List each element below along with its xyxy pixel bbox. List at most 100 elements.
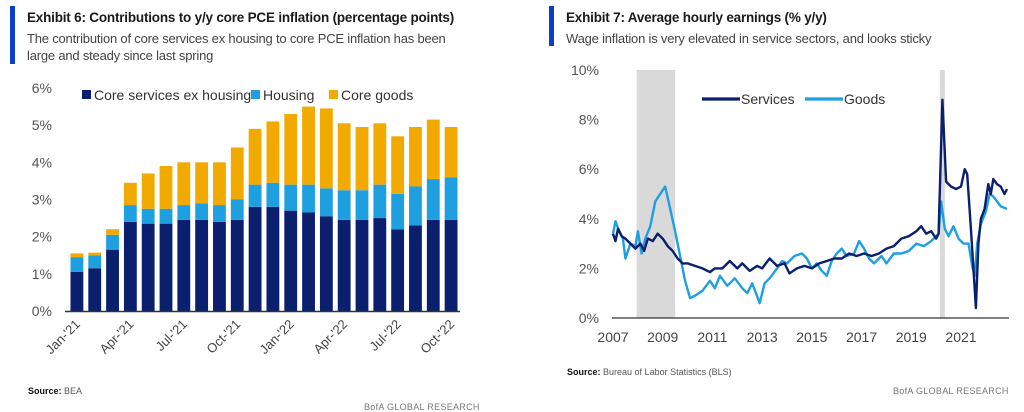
bar-segment-core-goods	[426, 119, 440, 180]
bar-segment-housing	[88, 255, 102, 269]
bar-segment-core-services-ex-housing	[426, 219, 440, 311]
line-y-tick-label: 2%	[579, 260, 599, 276]
bar-segment-core-goods	[373, 123, 387, 185]
legend-label: Housing	[263, 87, 314, 103]
bar-segment-core-goods	[70, 253, 84, 258]
line-y-tick-label: 0%	[579, 310, 599, 326]
source-label: Source:	[28, 386, 62, 396]
bar-segment-core-services-ex-housing	[284, 210, 298, 311]
source-value: Bureau of Labor Statistics (BLS)	[603, 367, 732, 377]
bar-segment-housing	[159, 208, 173, 224]
bar-segment-housing	[391, 193, 405, 230]
exhibit-7-accent-bar	[549, 6, 554, 46]
bar-segment-core-goods	[177, 162, 191, 206]
bar-segment-core-services-ex-housing	[106, 249, 119, 311]
bar-segment-core-services-ex-housing	[248, 206, 262, 311]
legend-label: Goods	[844, 91, 885, 107]
line-chart: 0% 2% 4% 6% 8% 10% 2007 2009 2011 2013 2015 2017 20…	[571, 62, 1009, 345]
bar-segment-core-goods	[355, 127, 369, 191]
bar-segment-housing	[319, 188, 333, 217]
exhibit-6-panel: Exhibit 6: Contributions to y/y core PCE…	[0, 0, 512, 412]
exhibit-6-source: Source: BEA	[28, 386, 82, 396]
line-x-tick-label: 2019	[896, 329, 927, 345]
bar-y-tick-label: 2%	[32, 229, 52, 245]
exhibit-7-brand: BofA GLOBAL RESEARCH	[893, 386, 1009, 396]
bar-segment-core-services-ex-housing	[373, 218, 387, 311]
bar-segment-core-goods	[213, 162, 226, 206]
bar-segment-core-services-ex-housing	[444, 219, 458, 311]
bar-segment-core-services-ex-housing	[391, 229, 405, 311]
legend-label: Services	[741, 91, 795, 107]
bar-segment-core-goods	[248, 128, 262, 185]
bar-segment-housing	[213, 205, 226, 222]
bar-segment-core-goods	[266, 121, 280, 183]
exhibit-7-source: Source: Bureau of Labor Statistics (BLS)	[567, 367, 732, 377]
exhibit-6-title: Exhibit 6: Contributions to y/y core PCE…	[27, 10, 455, 25]
legend-swatch-housing	[251, 90, 260, 99]
bar-segment-housing	[444, 177, 458, 220]
line-x-tick-label: 2011	[697, 329, 727, 345]
recession-shading	[636, 70, 676, 318]
bar-segment-core-goods	[319, 108, 333, 189]
bar-segment-core-services-ex-housing	[337, 219, 351, 311]
exhibit-7-panel: Exhibit 7: Average hourly earnings (% y/…	[512, 0, 1024, 408]
bar-segment-core-goods	[409, 127, 422, 187]
recession-shading	[939, 70, 945, 318]
line-x-tick-label: 2017	[846, 329, 877, 345]
exhibit-7-subtitle: Wage inflation is very elevated in servi…	[566, 31, 932, 46]
exhibit-6-accent-bar	[10, 6, 15, 64]
bar-segment-core-goods	[195, 162, 209, 204]
line-x-tick-label: 2021	[945, 329, 976, 345]
bar-segment-core-services-ex-housing	[141, 223, 155, 311]
bar-segment-core-services-ex-housing	[70, 271, 84, 311]
bar-segment-housing	[141, 208, 155, 224]
bar-segment-core-services-ex-housing	[213, 221, 226, 311]
bar-segment-core-services-ex-housing	[302, 212, 315, 311]
line-x-tick-label: 2009	[647, 329, 678, 345]
bar-segment-housing	[266, 182, 280, 207]
bar-segment-core-goods	[444, 127, 458, 178]
line-y-tick-label: 8%	[579, 112, 599, 128]
legend-swatch-core-services-ex-housing	[82, 90, 91, 99]
bar-y-tick-label: 4%	[32, 154, 52, 170]
bar-segment-core-services-ex-housing	[88, 268, 102, 311]
bar-segment-housing	[177, 205, 191, 220]
source-label: Source:	[567, 367, 601, 377]
bar-y-tick-label: 0%	[32, 303, 52, 319]
bar-segment-housing	[230, 199, 244, 220]
bar-segment-core-goods	[106, 229, 119, 235]
bar-segment-core-services-ex-housing	[230, 219, 244, 311]
line-y-tick-label: 4%	[579, 211, 599, 227]
bar-y-tick-label: 6%	[32, 80, 52, 96]
exhibit-6-brand: BofA GLOBAL RESEARCH	[364, 402, 480, 412]
bar-segment-core-goods	[302, 106, 315, 185]
bar-segment-core-goods	[337, 123, 351, 191]
bar-segment-core-goods	[141, 173, 155, 209]
bar-segment-housing	[70, 257, 84, 272]
line-x-tick-label: 2015	[796, 329, 827, 345]
bar-segment-housing	[284, 184, 298, 211]
line-y-tick-label: 6%	[579, 161, 599, 177]
bar-segment-core-services-ex-housing	[409, 225, 422, 311]
bar-segment-core-services-ex-housing	[159, 223, 173, 311]
bar-segment-housing	[106, 234, 119, 250]
bar-segment-housing	[373, 184, 387, 219]
bar-segment-core-goods	[123, 182, 137, 206]
bar-segment-core-services-ex-housing	[266, 206, 280, 311]
legend-swatch-core-goods	[329, 90, 338, 99]
bar-segment-core-goods	[230, 147, 244, 200]
line-x-tick-label: 2007	[597, 329, 628, 345]
line-x-tick-label: 2013	[747, 329, 778, 345]
bar-segment-housing	[409, 186, 422, 226]
exhibit-6-subtitle-line1: The contribution of core services ex hou…	[27, 31, 446, 46]
bar-segment-core-services-ex-housing	[177, 219, 191, 311]
bar-y-tick-label: 3%	[32, 192, 52, 208]
line-series-services	[611, 98, 1009, 310]
bar-segment-housing	[302, 184, 315, 213]
bar-segment-core-services-ex-housing	[195, 219, 209, 311]
legend-label: Core services ex housing	[94, 87, 251, 103]
bar-segment-core-goods	[284, 114, 298, 185]
legend-label: Core goods	[341, 87, 413, 103]
bar-segment-housing	[195, 203, 209, 220]
bar-segment-core-goods	[391, 136, 405, 194]
